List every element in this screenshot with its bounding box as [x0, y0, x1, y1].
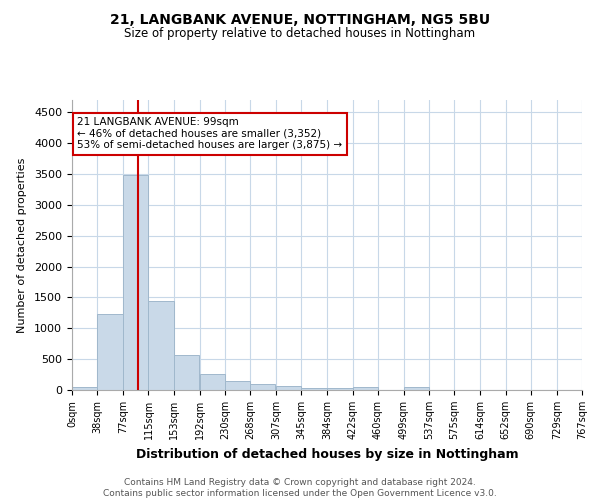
Text: Contains HM Land Registry data © Crown copyright and database right 2024.
Contai: Contains HM Land Registry data © Crown c…: [103, 478, 497, 498]
Text: 21 LANGBANK AVENUE: 99sqm
← 46% of detached houses are smaller (3,352)
53% of se: 21 LANGBANK AVENUE: 99sqm ← 46% of detac…: [77, 118, 343, 150]
Bar: [250, 384, 275, 390]
Y-axis label: Number of detached properties: Number of detached properties: [17, 158, 27, 332]
Bar: [174, 355, 199, 390]
Bar: [353, 386, 378, 390]
Text: Size of property relative to detached houses in Nottingham: Size of property relative to detached ho…: [124, 28, 476, 40]
Bar: [72, 387, 97, 390]
Bar: [328, 388, 353, 390]
Bar: [276, 386, 301, 390]
Bar: [301, 388, 326, 390]
X-axis label: Distribution of detached houses by size in Nottingham: Distribution of detached houses by size …: [136, 448, 518, 460]
Bar: [404, 387, 429, 390]
Text: 21, LANGBANK AVENUE, NOTTINGHAM, NG5 5BU: 21, LANGBANK AVENUE, NOTTINGHAM, NG5 5BU: [110, 12, 490, 26]
Bar: [225, 381, 250, 390]
Bar: [200, 374, 225, 390]
Bar: [148, 300, 174, 390]
Bar: [123, 176, 148, 390]
Bar: [97, 314, 122, 390]
